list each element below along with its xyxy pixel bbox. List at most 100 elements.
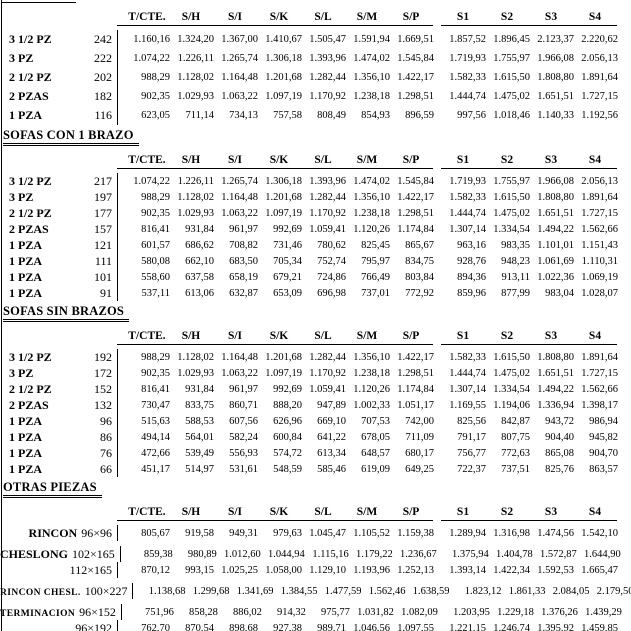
price-cell: 1.393,96: [309, 175, 346, 187]
price-cell: 1.562,66: [581, 223, 618, 235]
price-cell: 1.307,14: [449, 223, 486, 235]
price-cell: 943,72: [545, 415, 574, 427]
price-cell: 1.203,95: [453, 606, 490, 618]
row-values: 805,67 919,58 949,31 979,63 1.045,47 1.105,52…: [117, 525, 618, 541]
price-cell: 780,62: [317, 239, 346, 251]
row-label: 3 PZ: [9, 365, 34, 380]
price-cell: 870,54: [185, 622, 214, 631]
table-row: 1 PZA 76 472,66 539,49 556,93 574,72 613,34 648…: [0, 445, 631, 461]
price-cell: 1.727,15: [581, 91, 618, 102]
price-cell: 607,56: [229, 415, 258, 427]
price-cell: 1.246,74: [493, 622, 530, 631]
price-cell: 1.307,14: [449, 383, 486, 395]
price-cell: 1.201,68: [265, 191, 302, 203]
price-cell: 1.069,19: [581, 271, 618, 283]
price-cell: 825,76: [545, 463, 574, 475]
price-cell: 865,67: [405, 239, 434, 251]
row-dimensions: 96×192: [75, 621, 112, 631]
price-cell: 756,77: [457, 447, 486, 459]
row-label: CHESLONG 102×165: [0, 545, 115, 563]
price-cell: 865,08: [545, 447, 574, 459]
table-row: 96×192 762,70 870,54 898,68 927,38 989,71 1.04…: [0, 620, 631, 631]
price-cell: 619,09: [361, 463, 390, 475]
price-cell: 1.404,78: [496, 548, 533, 560]
price-cell: 1.299,68: [192, 585, 230, 597]
row-values: 762,70 870,54 898,68 927,38 989,71 1.046,56 1.…: [117, 620, 618, 631]
column-header: S/K: [269, 11, 289, 23]
row-label: 1 PZA: [9, 429, 42, 444]
top-partial-rule: [2, 2, 76, 3]
price-cell: 1.591,94: [353, 34, 390, 45]
price-cell: 574,72: [273, 447, 302, 459]
price-cell: 1.194,06: [493, 399, 530, 411]
table-row: 3 PZ 172 902,35 1.029,93 1.063,22 1.097,19 1.1…: [0, 365, 631, 381]
row-label: 2 PZAS: [9, 397, 49, 412]
table-row: 1 PZA 96 515,63 588,53 607,56 626,96 669,10 707…: [0, 413, 631, 429]
price-cell: 1.044,94: [268, 548, 305, 560]
price-cell: 1.615,50: [493, 191, 530, 203]
price-cell: 1.192,56: [581, 110, 618, 121]
price-cell: 679,21: [273, 271, 302, 283]
header-group-1: T/CTE. S/H S/I S/K S/L S/M S/P: [117, 154, 433, 169]
row-size: 86: [100, 429, 112, 444]
column-header: T/CTE.: [128, 154, 166, 166]
row-label: 1 PZA: [9, 461, 42, 476]
column-header: S/I: [227, 506, 243, 518]
price-cell: 1.058,00: [265, 564, 302, 576]
column-header: S3: [544, 154, 558, 166]
price-cell: 1.074,22: [133, 175, 170, 187]
price-cell: 1.542,10: [581, 527, 618, 539]
price-cell: 1.025,25: [221, 564, 258, 576]
price-cell: 1.341,69: [236, 585, 274, 597]
price-cell: 1.061,69: [537, 255, 574, 267]
row-label: 1 PZA: [9, 269, 42, 284]
price-cell: 902,35: [141, 367, 170, 379]
table-row: 2 1/2 PZ 152 816,41 931,84 961,97 992,69 1.059…: [0, 381, 631, 397]
table-row: 2 1/2 PZ 202 988,29 1.128,02 1.164,48 1.201,6…: [0, 68, 631, 87]
price-cell: 870,12: [141, 564, 170, 576]
row-values: 1.138,68 1.299,68 1.341,69 1.384,55 1.477,59…: [132, 583, 631, 599]
price-cell: 1.375,94: [452, 548, 489, 560]
table-row: 1 PZA 111 580,08 662,10 683,50 705,34 752,74 79…: [0, 253, 631, 269]
price-cell: 1.082,09: [401, 606, 438, 618]
column-header: S2: [500, 154, 514, 166]
price-cell: 1.120,26: [353, 383, 390, 395]
price-cell: 986,94: [589, 415, 618, 427]
column-header: S/P: [402, 506, 420, 518]
price-cell: 1.719,93: [449, 53, 486, 64]
price-cell: 1.505,47: [309, 34, 346, 45]
price-cell: 1.029,93: [177, 367, 214, 379]
price-cell: 1.393,96: [309, 53, 346, 64]
rows-container: 3 1/2 PZ 217 1.074,22 1.226,11 1.265,74 1.306…: [0, 173, 631, 301]
price-cell: 854,93: [361, 110, 390, 121]
price-cell: 1.128,02: [177, 351, 214, 363]
price-cell: 894,36: [457, 271, 486, 283]
price-cell: 649,25: [405, 463, 434, 475]
price-cell: 1.306,18: [265, 175, 302, 187]
price-cell: 648,57: [361, 447, 390, 459]
price-cell: 805,67: [141, 527, 170, 539]
price-cell: 1.422,17: [397, 351, 434, 363]
price-cell: 1.615,50: [493, 72, 530, 83]
row-values: 730,47 833,75 860,71 888,20 947,89 1.002,33 1.…: [117, 397, 618, 413]
table-row: 1 PZA 91 537,11 613,06 632,87 653,09 696,98 737…: [0, 285, 631, 301]
header-group-1: T/CTE. S/H S/I S/K S/L S/M S/P: [117, 506, 433, 521]
table-row: RINCON CHESL. 100×227 1.138,68 1.299,68 1.34…: [0, 583, 631, 599]
price-cell: 1.494,22: [537, 223, 574, 235]
row-values: 580,08 662,10 683,50 705,34 752,74 795,97 834,…: [117, 253, 618, 269]
price-cell: 585,46: [317, 463, 346, 475]
row-size: 192: [94, 349, 112, 364]
price-cell: 1.028,07: [581, 287, 618, 299]
price-cell: 724,86: [317, 271, 346, 283]
price-cell: 1.966,08: [537, 175, 574, 187]
row-size: 96: [100, 413, 112, 428]
price-cell: 902,35: [141, 91, 170, 102]
table-row: 2 PZAS 132 730,47 833,75 860,71 888,20 947,89 1…: [0, 397, 631, 413]
row-values: 859,38 980,89 1.012,60 1.044,94 1.115,16 1.17…: [119, 546, 621, 562]
price-cell: 772,92: [405, 287, 434, 299]
row-values: 870,12 993,15 1.025,25 1.058,00 1.129,10 1.19…: [117, 562, 618, 578]
price-cell: 1.265,74: [221, 175, 258, 187]
price-cell: 1.727,15: [581, 367, 618, 379]
price-cell: 1.384,55: [280, 585, 318, 597]
price-cell: 914,32: [277, 606, 306, 618]
